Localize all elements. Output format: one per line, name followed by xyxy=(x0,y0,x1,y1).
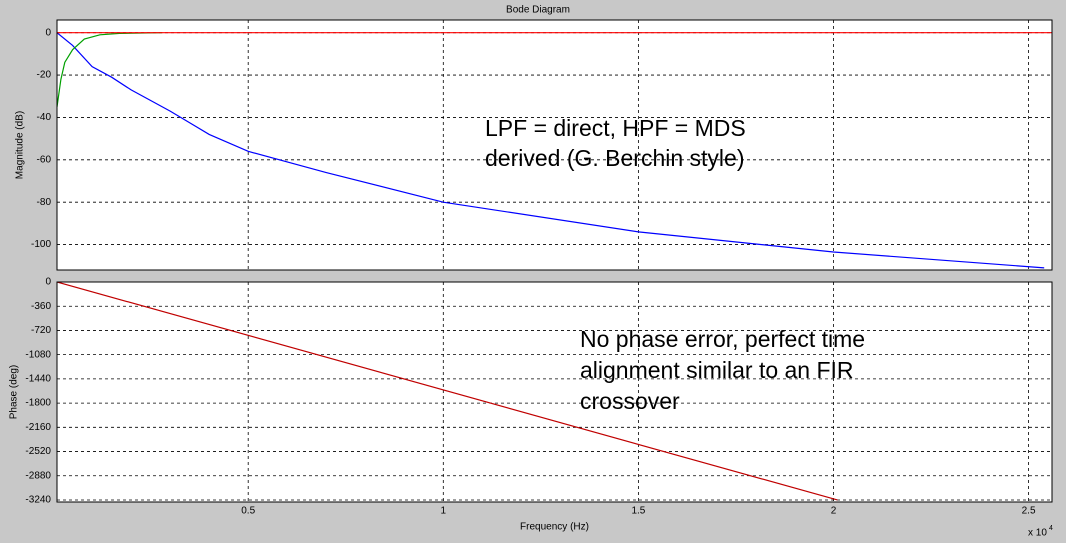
chart-title: Bode Diagram xyxy=(506,5,570,16)
x-tick-label: 1 xyxy=(441,506,447,517)
y-tick-label: 0 xyxy=(45,277,51,288)
series-line xyxy=(57,32,1045,269)
y-tick-label: -2160 xyxy=(25,422,51,433)
plot-border xyxy=(56,281,1053,503)
series-line xyxy=(57,282,838,501)
x-tick-label: 2.5 xyxy=(1022,506,1036,517)
y-tick-label: 0 xyxy=(45,27,51,38)
x-tick-label: 1.5 xyxy=(631,506,645,517)
y-tick-label: -1440 xyxy=(25,374,51,385)
y-tick-label: -20 xyxy=(37,70,52,81)
y-tick-label: -360 xyxy=(31,301,51,312)
plot-area xyxy=(57,20,1052,270)
x-tick-label: 2 xyxy=(831,506,837,517)
y-tick-label: -1800 xyxy=(25,398,51,409)
x-multiplier: x 10 xyxy=(1028,528,1047,539)
series-line xyxy=(57,32,163,107)
annotation: alignment similar to an FIR xyxy=(580,357,854,383)
y-tick-label: -40 xyxy=(37,112,52,123)
y-tick-label: -60 xyxy=(37,154,52,165)
y-tick-label: -3240 xyxy=(25,495,51,506)
annotation: No phase error, perfect time xyxy=(580,326,865,352)
plot-area xyxy=(57,282,1052,502)
x-tick-label: 0.5 xyxy=(241,506,255,517)
y-tick-label: -80 xyxy=(37,197,52,208)
annotation: LPF = direct, HPF = MDS xyxy=(485,115,746,141)
x-axis-label: Frequency (Hz) xyxy=(520,522,589,533)
y-tick-label: -100 xyxy=(31,239,51,250)
y-axis-label: Phase (deg) xyxy=(9,365,20,419)
y-axis-label: Magnitude (dB) xyxy=(15,111,26,179)
plot-border xyxy=(56,19,1053,271)
y-tick-label: -720 xyxy=(31,325,51,336)
y-tick-label: -2880 xyxy=(25,470,51,481)
annotation: crossover xyxy=(580,388,680,414)
y-tick-label: -2520 xyxy=(25,446,51,457)
plot-lines xyxy=(57,32,1052,269)
plot-lines xyxy=(57,282,838,501)
y-tick-label: -1080 xyxy=(25,349,51,360)
x-multiplier-exponent: 4 xyxy=(1049,525,1053,532)
annotation: derived (G. Berchin style) xyxy=(485,145,744,171)
